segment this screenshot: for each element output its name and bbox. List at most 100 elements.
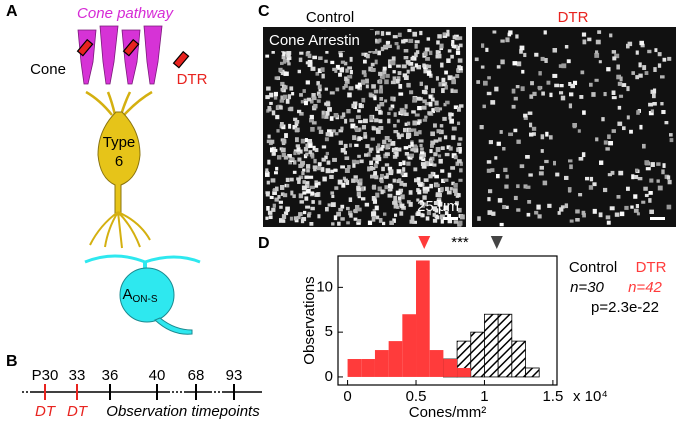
cell-dot bbox=[354, 178, 359, 183]
cell-dot bbox=[404, 122, 408, 126]
cell-dot bbox=[481, 43, 485, 48]
mean-marker bbox=[418, 236, 431, 249]
cell-dot bbox=[656, 179, 660, 183]
cell-dot bbox=[440, 214, 445, 220]
cell-dot bbox=[452, 35, 457, 40]
cell-dot bbox=[281, 214, 287, 219]
cell-dot bbox=[357, 194, 361, 199]
cell-dot bbox=[303, 210, 307, 215]
cell-dot bbox=[487, 76, 491, 80]
cell-dot bbox=[356, 179, 360, 183]
cell-dot bbox=[412, 120, 417, 126]
cell-dot bbox=[432, 213, 436, 217]
cell-dot bbox=[304, 101, 308, 106]
cell-dot bbox=[269, 101, 273, 105]
cell-dot bbox=[293, 151, 297, 156]
cell-dot bbox=[409, 153, 415, 157]
cell-dot bbox=[382, 66, 387, 71]
cell-dot bbox=[279, 99, 285, 103]
cell-dot bbox=[412, 148, 417, 152]
cell-dot bbox=[404, 152, 410, 156]
cell-dot bbox=[299, 200, 304, 204]
cell-dot bbox=[537, 214, 542, 219]
cell-dot bbox=[344, 76, 349, 81]
cell-dot bbox=[303, 146, 309, 152]
cell-dot bbox=[457, 65, 462, 69]
cell-dot bbox=[309, 222, 314, 226]
cell-dot bbox=[639, 40, 644, 46]
cell-dot bbox=[438, 201, 443, 206]
cell-dot bbox=[643, 186, 648, 191]
cell-dot bbox=[508, 132, 514, 137]
cell-dot bbox=[505, 37, 510, 43]
cell-dot bbox=[340, 60, 346, 64]
cell-dot bbox=[557, 211, 561, 215]
cell-dot bbox=[578, 193, 583, 197]
cell-dot bbox=[340, 126, 344, 131]
cell-dot bbox=[482, 104, 486, 109]
cell-dot bbox=[289, 86, 294, 91]
cell-dot bbox=[617, 105, 622, 110]
cell-dot bbox=[436, 199, 442, 203]
cell-dot bbox=[273, 91, 278, 97]
cell-dot bbox=[503, 167, 508, 173]
cell-dot bbox=[301, 185, 307, 191]
bipolar-label: Type bbox=[103, 134, 136, 151]
cell-dot bbox=[270, 139, 275, 144]
cell-dot bbox=[413, 96, 417, 100]
cell-dot bbox=[307, 139, 313, 144]
cell-dot bbox=[378, 126, 384, 131]
cell-dot bbox=[265, 54, 270, 58]
cell-dot bbox=[346, 206, 350, 211]
cell-dot bbox=[418, 139, 424, 143]
cell-dot bbox=[553, 160, 557, 166]
cell-dot bbox=[296, 215, 301, 220]
cell-dot bbox=[285, 177, 290, 183]
cell-dot bbox=[340, 165, 345, 169]
cell-dot bbox=[382, 69, 387, 75]
cell-dot bbox=[419, 200, 424, 205]
cell-dot bbox=[372, 48, 378, 54]
cell-dot bbox=[389, 184, 394, 189]
timeline-tick-label: 36 bbox=[102, 367, 119, 384]
cell-dot bbox=[337, 179, 343, 185]
cell-dot bbox=[530, 81, 534, 86]
cell-dot bbox=[523, 184, 528, 189]
cell-dot bbox=[649, 178, 654, 183]
cell-dot bbox=[369, 93, 375, 98]
cell-dot bbox=[642, 65, 647, 71]
cell-dot bbox=[410, 140, 414, 144]
cell-dot bbox=[543, 30, 547, 35]
cell-dot bbox=[547, 203, 552, 208]
cell-dot bbox=[440, 146, 445, 150]
cell-dot bbox=[398, 162, 402, 167]
cell-dot bbox=[664, 121, 669, 125]
cell-dot bbox=[446, 58, 451, 64]
cell-dot bbox=[575, 218, 580, 222]
cell-dot bbox=[363, 59, 367, 64]
cell-dot bbox=[310, 206, 315, 211]
cell-dot bbox=[324, 59, 328, 63]
cell-dot bbox=[360, 79, 366, 83]
bar bbox=[429, 350, 444, 377]
cell-dot bbox=[505, 174, 509, 179]
cell-dot bbox=[278, 200, 283, 204]
cell-dot bbox=[637, 177, 643, 181]
cell-dot bbox=[408, 38, 414, 44]
cell-dot bbox=[422, 63, 426, 68]
cell-dot bbox=[390, 80, 396, 85]
cell-dot bbox=[265, 168, 269, 173]
cell-dot bbox=[527, 111, 533, 115]
cell-dot bbox=[404, 112, 409, 116]
cell-dot bbox=[294, 121, 299, 127]
cell-dot bbox=[424, 102, 430, 106]
cell-dot bbox=[349, 213, 353, 218]
cell-dot bbox=[512, 61, 518, 66]
cell-dot bbox=[364, 153, 369, 157]
cell-dot bbox=[312, 145, 316, 151]
cell-dot bbox=[356, 191, 361, 197]
cell-dot bbox=[568, 159, 573, 163]
cell-dot bbox=[310, 66, 316, 71]
cell-dot bbox=[387, 166, 393, 171]
cell-dot bbox=[317, 126, 322, 130]
